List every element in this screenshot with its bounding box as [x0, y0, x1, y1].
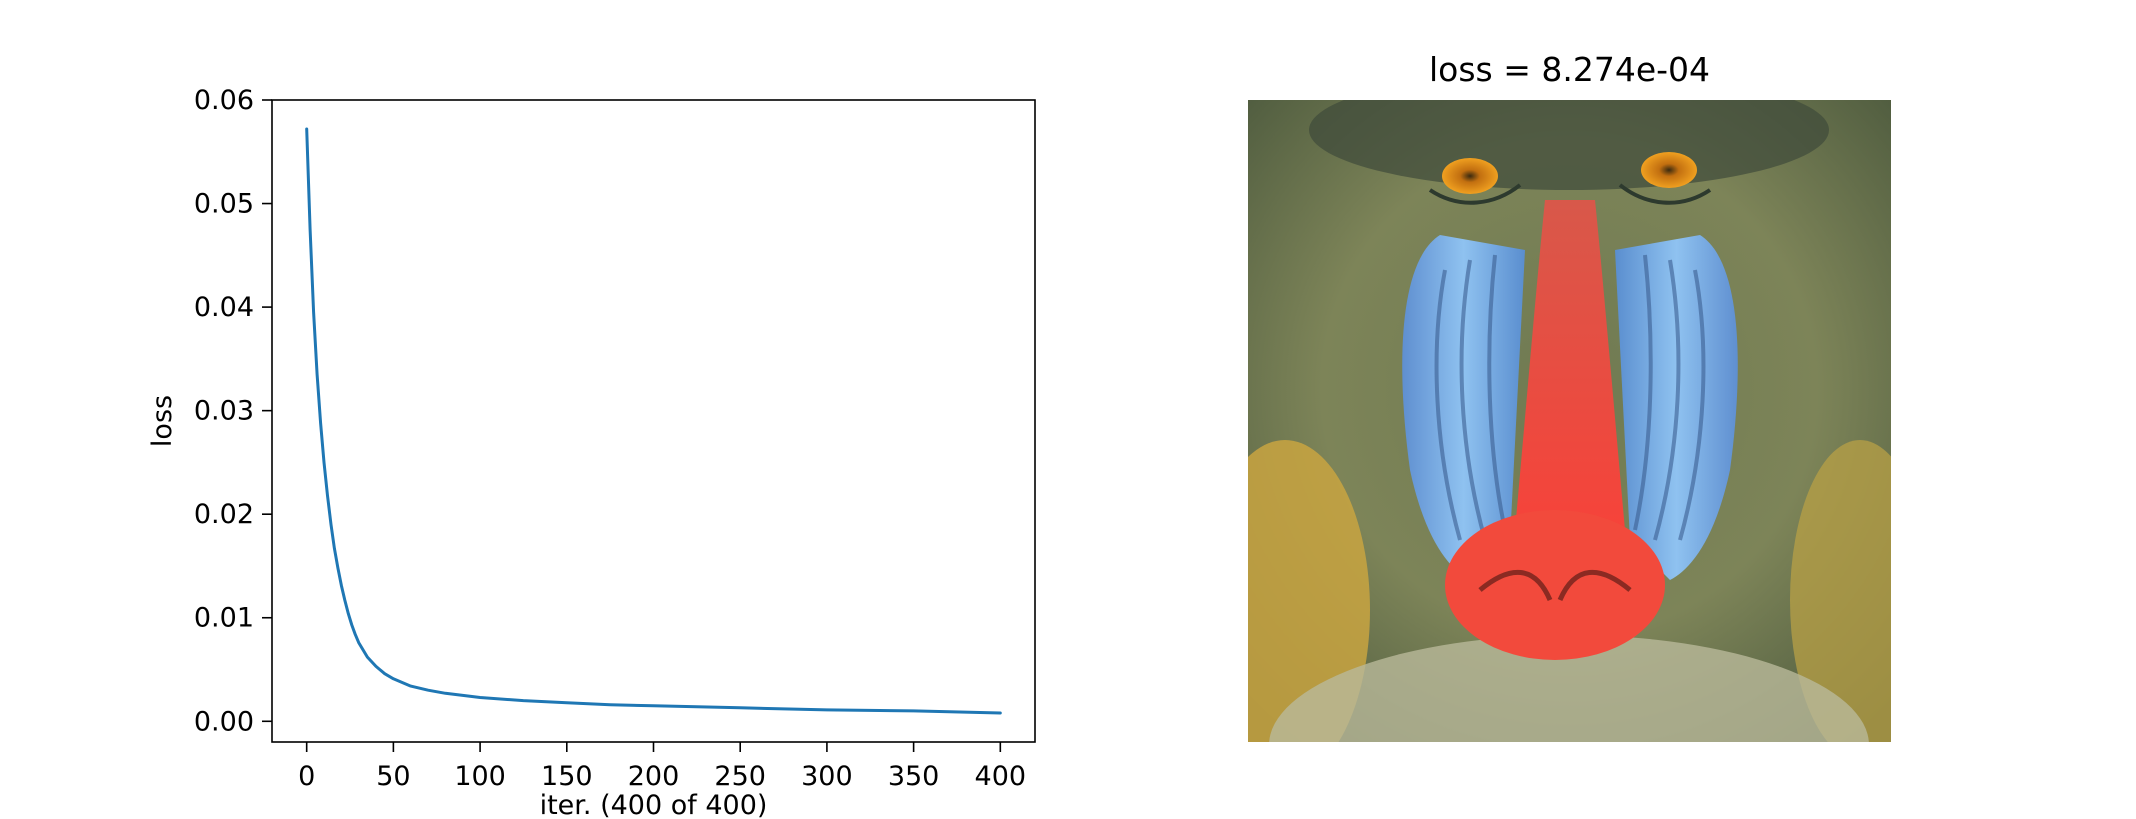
y-tick-label: 0.02	[194, 499, 254, 530]
y-tick-label: 0.03	[194, 396, 254, 427]
x-axis-label: iter. (400 of 400)	[540, 790, 768, 819]
x-tick-label: 250	[714, 761, 766, 792]
y-tick-label: 0.00	[194, 706, 254, 737]
mandrill-image	[1248, 100, 1891, 742]
loss-chart: 0 50 100 150 200 250 300 350 400 0.000.010.020.0…	[147, 85, 1036, 819]
image-title: loss = 8.274e-04	[1429, 50, 1710, 89]
x-tick-label: 350	[888, 761, 940, 792]
x-tick-label: 50	[376, 761, 410, 792]
loss-curve	[305, 127, 1002, 715]
plot-frame	[271, 99, 1036, 743]
x-tick-label: 100	[454, 761, 506, 792]
y-tick-label: 0.05	[194, 189, 254, 220]
x-tick-label: 400	[975, 761, 1027, 792]
image-panel: loss = 8.274e-04	[1248, 50, 1891, 742]
y-tick-label: 0.04	[194, 292, 254, 323]
x-ticks: 0 50 100 150 200 250 300 350 400	[298, 742, 1026, 792]
y-ticks: 0.00 0.01 0.02 0.03 0.04 0.05 0.06	[194, 85, 272, 737]
y-tick-label: 0.06	[194, 85, 254, 116]
x-tick-label: 150	[541, 761, 593, 792]
y-tick-label: 0.01	[194, 603, 254, 634]
x-tick-label: 300	[801, 761, 853, 792]
x-tick-label: 0	[298, 761, 315, 792]
y-axis-label: loss	[147, 395, 178, 447]
x-tick-label: 200	[628, 761, 680, 792]
